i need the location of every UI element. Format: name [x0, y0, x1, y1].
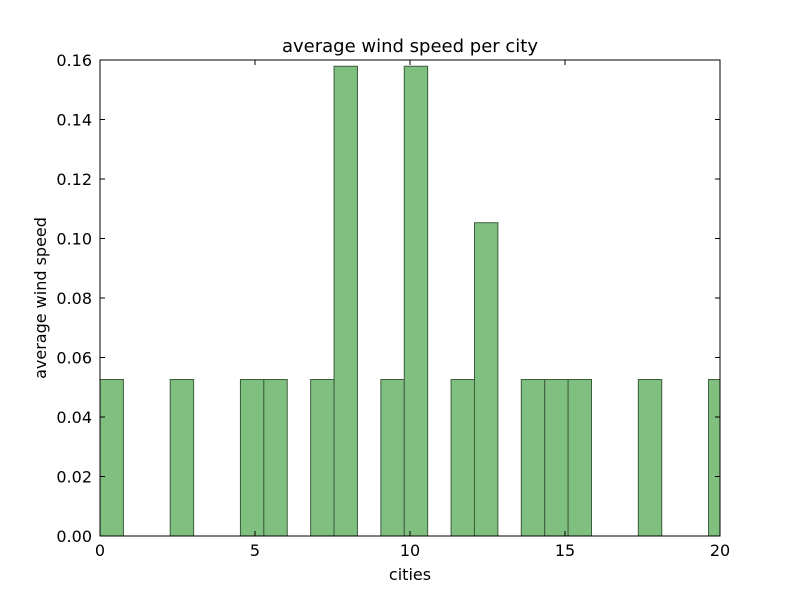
y-tick-label: 0.00: [56, 527, 92, 546]
y-tick-label: 0.06: [56, 349, 92, 368]
chart-title: average wind speed per city: [282, 36, 538, 57]
x-tick-label: 0: [95, 541, 105, 560]
bar-19: [544, 379, 569, 536]
bar-0: [100, 379, 124, 536]
x-tick-label: 10: [400, 541, 420, 560]
y-tick-label: 0.08: [56, 289, 92, 308]
bar-15: [450, 379, 475, 536]
x-axis-title: cities: [389, 565, 431, 584]
bar-20: [567, 379, 593, 536]
ticks-layer: 0 5 10 15 20 0.00 0.02 0.04 0.06 0.08 0.10 0.12 0.14…: [56, 51, 730, 560]
bar-13: [403, 65, 429, 536]
bar-7: [263, 379, 288, 536]
bar-23: [637, 379, 663, 536]
y-tick-label: 0.16: [56, 51, 92, 70]
x-tick-label: 5: [250, 541, 260, 560]
bars-layer: [100, 65, 720, 536]
y-tick-label: 0.04: [56, 408, 92, 427]
x-tick-label: 15: [555, 541, 575, 560]
bar-12: [380, 379, 405, 536]
bar-3: [169, 379, 195, 536]
y-tick-label: 0.02: [56, 468, 92, 487]
y-tick-label: 0.12: [56, 170, 92, 189]
x-tick-label: 20: [710, 541, 730, 560]
bar-10: [333, 65, 358, 536]
bar-18: [520, 379, 546, 536]
bar-9: [310, 379, 335, 536]
bar-6: [239, 379, 265, 536]
y-tick-label: 0.14: [56, 111, 92, 130]
y-tick-label: 0.10: [56, 230, 92, 249]
bar-16: [473, 222, 499, 536]
y-axis-title: average wind speed: [31, 217, 50, 379]
bar-26: [708, 379, 720, 536]
